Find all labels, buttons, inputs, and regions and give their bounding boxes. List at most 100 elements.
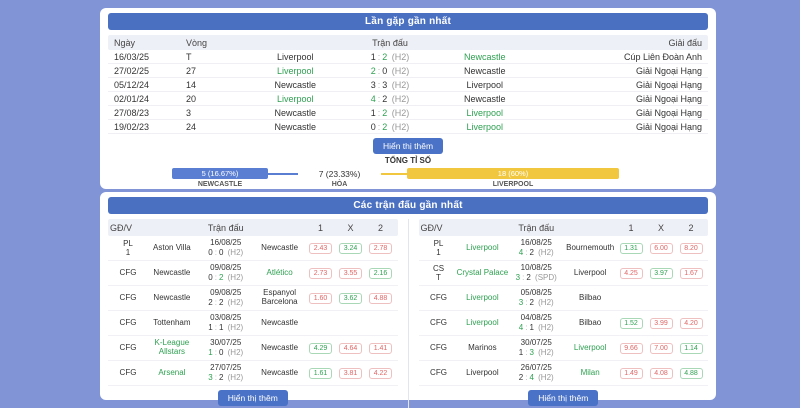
- away-team: Newcastle: [261, 342, 299, 352]
- away-team: Liverpool: [573, 342, 607, 352]
- home-team: Marinos: [468, 342, 497, 352]
- liverpool-wins-bar: 18 (60%): [407, 168, 619, 179]
- odds-badge: 4.22: [369, 367, 392, 379]
- match-date: 26/07/25: [520, 363, 552, 372]
- competition-round: CFG: [430, 318, 447, 328]
- score-separator: :: [525, 348, 528, 357]
- col-odds-away: 2: [688, 222, 694, 233]
- score-suffix: (H2): [389, 79, 410, 90]
- odds-draw-cell: 7.00: [646, 342, 676, 354]
- home-score: 4: [370, 93, 376, 104]
- match-date: 30/07/25: [520, 338, 552, 347]
- odds-badge: 3.81: [339, 367, 362, 379]
- recent-table-header: GĐ/V Trận đấu 1 X 2: [108, 219, 398, 236]
- odds-home-cell: 4.29: [306, 342, 336, 354]
- match-date-score: 03/08/25 1:1 (H2): [198, 313, 254, 333]
- score-separator: :: [214, 248, 217, 257]
- odds-draw-cell: 4.08: [646, 367, 676, 379]
- match-info: Newcastle 09/08/25 0:2 (H2) Atlético: [146, 263, 306, 283]
- match-score: 3:2 (H2): [198, 373, 254, 383]
- odds-badge: 4.08: [649, 367, 673, 379]
- h2h-row: 05/12/24 14 Newcastle 3:3 (H2) Liverpool…: [108, 78, 708, 92]
- odds-home-cell: 1.49: [616, 367, 646, 379]
- recent-match-row: CFG Marinos 30/07/25 1:3 (H2) Liverpool …: [418, 336, 708, 361]
- bar-label-spacer: [381, 181, 407, 188]
- away-team: Newcastle: [463, 65, 506, 76]
- competition-round: CS T: [432, 263, 445, 282]
- score-suffix: (H2): [535, 373, 554, 382]
- odds-badge: 4.88: [369, 292, 392, 304]
- away-score: 2: [382, 121, 388, 132]
- recent-match-row: CFG Liverpool 26/07/25 2:4 (H2) Milan 1.…: [418, 361, 708, 386]
- score-suffix: (SPD): [532, 273, 557, 282]
- match-date: 03/08/25: [210, 313, 242, 322]
- match-date: 02/01/24: [114, 93, 150, 104]
- match-date: 19/02/23: [114, 121, 150, 132]
- match-date-score: 10/08/25 3:2 (SPD): [508, 263, 564, 283]
- home-score: 2: [208, 298, 213, 307]
- match-date: 04/08/25: [520, 313, 552, 322]
- col-match: Trận đấu: [518, 222, 555, 233]
- recent-matches-panel: Các trận đấu gần nhất GĐ/V Trận đấu 1 X …: [100, 192, 716, 408]
- recent-match-row: PL 1 Aston Villa 16/08/25 0:0 (H2) Newca…: [108, 236, 398, 261]
- home-team: Crystal Palace: [456, 267, 509, 277]
- score-separator: :: [214, 323, 217, 332]
- away-team: Bournemouth: [566, 242, 615, 252]
- h2h-row: 19/02/23 24 Newcastle 0:2 (H2) Liverpool…: [108, 120, 708, 134]
- match-info: Tottenham 03/08/25 1:1 (H2) Newcastle: [146, 313, 306, 333]
- home-team: Liverpool: [466, 317, 499, 327]
- away-team: Atlético: [266, 267, 293, 277]
- match-date-score: 04/08/25 4:1 (H2): [508, 313, 564, 333]
- odds-home-cell: 2.73: [306, 267, 336, 279]
- h2h-col-league: Giải đấu: [668, 37, 702, 48]
- recent-right-show-more-button[interactable]: Hiển thị thêm: [528, 390, 599, 406]
- match-score: 1:0 (H2): [198, 348, 254, 358]
- home-team: Liverpool: [466, 367, 499, 377]
- recent-left-show-more-button[interactable]: Hiển thị thêm: [217, 390, 288, 406]
- match-round: 27: [186, 65, 197, 76]
- home-team: Liverpool: [276, 51, 314, 62]
- home-team: K-League Allstars: [154, 338, 190, 356]
- match-date-score: 30/07/25 1:0 (H2): [198, 338, 254, 358]
- score-separator: :: [214, 348, 217, 357]
- away-score: 0: [218, 348, 224, 357]
- odds-badge: 2.43: [309, 242, 332, 254]
- home-team: Liverpool: [276, 93, 314, 104]
- score-suffix: (H2): [225, 298, 244, 307]
- home-score: 4: [518, 323, 524, 332]
- away-team: Espanyol Barcelona: [261, 288, 298, 306]
- recent-table-right: GĐ/V Trận đấu 1 X 2 PL 1 Liverpool 16/08…: [418, 219, 708, 408]
- odds-badge: 3.55: [339, 267, 362, 279]
- score-suffix: (H2): [389, 107, 410, 118]
- odds-home-cell: 4.25: [616, 267, 646, 279]
- away-score: 2: [382, 51, 388, 62]
- score-separator: :: [377, 65, 381, 76]
- home-team: Newcastle: [274, 107, 316, 118]
- score-suffix: (H2): [535, 298, 554, 307]
- col-match: Trận đấu: [207, 222, 244, 233]
- match-score: 0:2 (H2): [198, 273, 254, 283]
- away-team: Newcastle: [463, 93, 506, 104]
- away-score: 2: [218, 273, 224, 282]
- match-date-score: 05/08/25 3:2 (H2): [508, 288, 564, 308]
- score-suffix: (H2): [389, 121, 410, 132]
- h2h-table-header: Ngày Vòng Trận đấu Giải đấu: [108, 35, 708, 50]
- bar-label-spacer: [268, 181, 298, 188]
- match-score: 3:3 (H2): [343, 80, 438, 90]
- competition-round: CFG: [119, 293, 137, 303]
- match-date: 30/07/25: [210, 338, 242, 347]
- match-date: 16/08/25: [520, 238, 552, 247]
- score-separator: :: [377, 107, 381, 118]
- h2h-show-more-button[interactable]: Hiển thị thêm: [372, 138, 444, 154]
- odds-badge: 1.14: [679, 342, 703, 354]
- recent-match-row: PL 1 Liverpool 16/08/25 4:2 (H2) Bournem…: [418, 236, 708, 261]
- match-round: 14: [186, 79, 197, 90]
- odds-badge: 1.67: [679, 267, 703, 279]
- match-score: 1:1 (H2): [198, 323, 254, 333]
- away-team: Liverpool: [466, 107, 504, 118]
- odds-badge: 6.00: [649, 242, 673, 254]
- score-separator: :: [214, 298, 217, 307]
- col-odds-away: 2: [377, 222, 383, 233]
- odds-home-cell: 1.52: [616, 317, 646, 329]
- match-date: 09/08/25: [210, 263, 242, 272]
